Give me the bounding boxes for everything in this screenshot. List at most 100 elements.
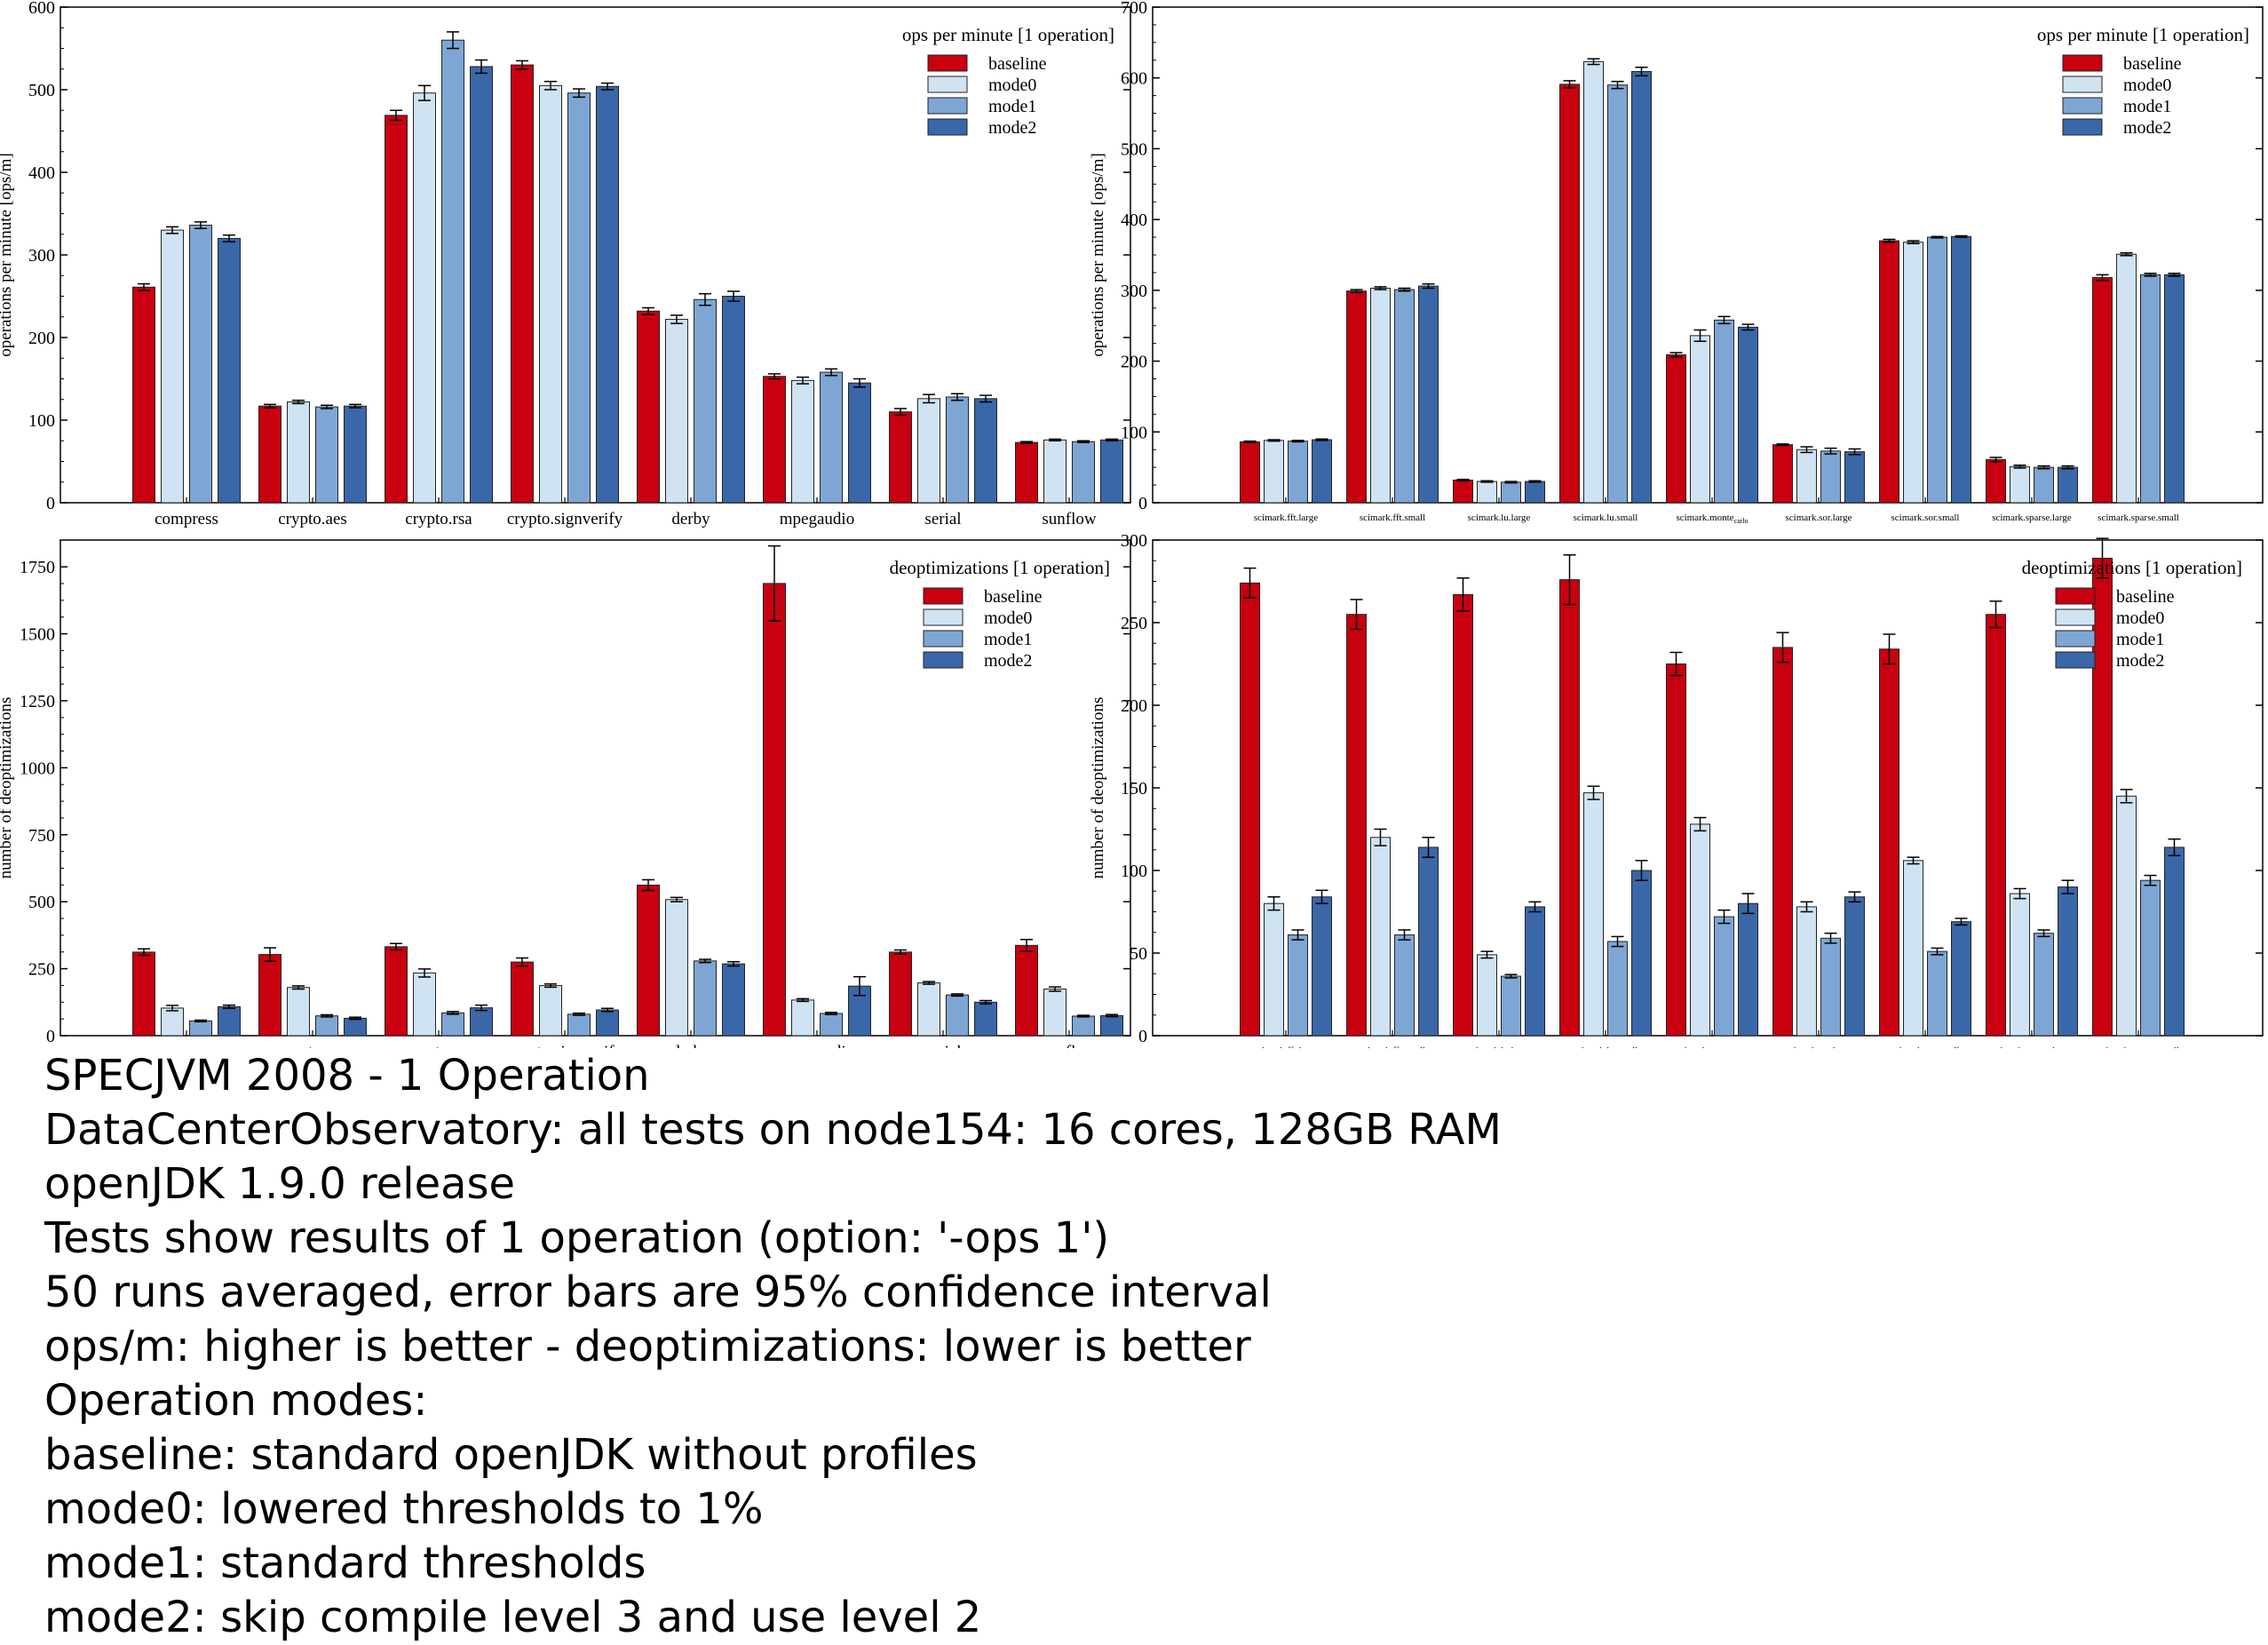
bar-mode2-compress <box>218 1005 241 1037</box>
bar-mode2-crypto.aes <box>344 405 367 504</box>
x-tick-label: scimark.sor.small <box>1891 1045 1960 1048</box>
x-tick-label: scimark.lu.small <box>1574 1045 1638 1048</box>
bar-mode2-derby <box>722 296 745 504</box>
x-tick-label: serial <box>924 1043 961 1048</box>
bar-baseline-sunflow <box>1015 441 1038 504</box>
bar-mode2-sunflow <box>1100 439 1123 504</box>
bar-mode0-scimark.lu.large <box>1477 481 1497 504</box>
y-tick-label: 250 <box>28 960 55 980</box>
x-tick-label: crypto.signverify <box>507 510 623 528</box>
bar-mode1-scimark.sor.small <box>1927 236 1947 504</box>
bar-mode0-scimark.sparse.small <box>2116 795 2137 1037</box>
bar-baseline-scimark.fft.large <box>1240 441 1260 504</box>
y-tick-label: 150 <box>1121 779 1147 799</box>
bar-mode0-mpegaudio <box>791 379 814 504</box>
bar-mode0-scimark.monte <box>1690 823 1710 1037</box>
legend-swatch-mode2 <box>2062 118 2103 136</box>
y-tick-label: 500 <box>1121 139 1147 159</box>
bar-mode1-crypto.signverify <box>567 1013 591 1037</box>
bar-mode0-scimark.sparse.small <box>2116 253 2137 504</box>
bar-mode2-serial <box>974 398 997 504</box>
bar-mode0-scimark.fft.large <box>1264 902 1284 1037</box>
note-runs: 50 runs averaged, error bars are 95% con… <box>44 1268 1272 1317</box>
note-test-option: Tests show results of 1 operation (optio… <box>44 1213 1110 1263</box>
bar-mode1-serial <box>946 994 969 1037</box>
y-tick-label: 400 <box>1121 211 1147 230</box>
legend-swatch-mode1 <box>2055 630 2096 648</box>
y-tick-label: 400 <box>28 163 55 183</box>
x-tick-label: derby <box>671 1043 710 1048</box>
bar-mode1-scimark.sor.small <box>1927 950 1947 1037</box>
x-tick-label: crypto.rsa <box>405 510 472 528</box>
y-tick-label: 300 <box>1121 531 1147 551</box>
legend-label-baseline: baseline <box>2116 587 2175 607</box>
x-tick-label: scimark.sor.small <box>1891 513 1960 523</box>
bar-baseline-derby <box>637 884 660 1037</box>
bar-baseline-scimark.sor.large <box>1772 444 1793 504</box>
bar-mode1-scimark.lu.large <box>1501 975 1521 1037</box>
bar-mode0-scimark.sor.small <box>1903 860 1923 1037</box>
bar-mode0-mpegaudio <box>791 999 814 1037</box>
bar-baseline-scimark.fft.small <box>1346 290 1367 504</box>
bar-mode2-crypto.signverify <box>596 85 619 504</box>
bar-mode0-sunflow <box>1043 439 1067 504</box>
bar-mode0-scimark.monte <box>1690 335 1710 504</box>
bar-mode2-crypto.signverify <box>596 1009 619 1037</box>
x-tick-label: serial <box>924 510 961 528</box>
bar-mode0-compress <box>161 229 184 504</box>
bar-mode2-scimark.lu.large <box>1525 906 1545 1037</box>
y-tick-label: 250 <box>1121 614 1147 633</box>
legend-label-mode1: mode1 <box>984 630 1032 649</box>
x-tick-label: crypto.aes <box>278 510 347 528</box>
bar-mode0-crypto.aes <box>287 401 310 504</box>
y-tick-label: 100 <box>28 411 55 431</box>
y-tick-label: 1500 <box>20 625 55 645</box>
bar-mode2-scimark.lu.small <box>1631 71 1652 504</box>
y-tick-label: 300 <box>1121 282 1147 301</box>
bar-baseline-crypto.rsa <box>385 115 408 504</box>
legend-label-mode0: mode0 <box>2116 608 2164 628</box>
bar-mode0-crypto.signverify <box>539 84 562 504</box>
note-environment: DataCenterObservatory: all tests on node… <box>44 1105 1502 1155</box>
legend-label-mode1: mode1 <box>2116 630 2164 649</box>
x-tick-label: sunflow <box>1042 1043 1097 1048</box>
bar-baseline-crypto.signverify <box>511 961 534 1037</box>
bar-baseline-mpegaudio <box>763 376 786 504</box>
bar-mode0-crypto.rsa <box>413 972 436 1037</box>
bar-mode1-serial <box>946 396 969 504</box>
legend-label-mode2: mode2 <box>2123 118 2171 138</box>
x-tick-label: scimark.sor.large <box>1786 1045 1852 1048</box>
bar-mode1-scimark.fft.large <box>1288 441 1308 504</box>
chart-panel-2: 0 100 200 300 400 500 600 700 operations per min… <box>1089 0 2264 525</box>
bar-baseline-crypto.signverify <box>511 64 534 504</box>
bar-baseline-compress <box>132 951 155 1037</box>
y-tick-label: 300 <box>28 246 55 266</box>
bar-mode1-sunflow <box>1072 441 1095 504</box>
x-tick-label: scimark.sor.large <box>1786 513 1852 523</box>
y-tick-label: 0 <box>46 1027 55 1046</box>
bar-mode1-mpegaudio <box>820 1013 843 1037</box>
note-interpretation: ops/m: higher is better - deoptimization… <box>44 1322 1251 1371</box>
plot-frame <box>59 539 1131 1037</box>
bar-mode1-scimark.sparse.large <box>2034 933 2054 1037</box>
bar-mode0-scimark.sor.large <box>1796 449 1817 504</box>
bar-mode0-scimark.fft.small <box>1370 837 1391 1037</box>
bar-mode0-crypto.signverify <box>539 985 562 1037</box>
bar-mode1-crypto.signverify <box>567 92 591 504</box>
x-tick-label: crypto.aes <box>278 1043 347 1048</box>
x-tick-label: scimark.sparse.small <box>2098 1045 2179 1048</box>
bar-baseline-scimark.monte <box>1666 664 1686 1037</box>
bar-mode0-scimark.sparse.large <box>2010 893 2030 1037</box>
legend-label-mode2: mode2 <box>988 118 1036 138</box>
x-tick-label: mpegaudio <box>780 1043 854 1048</box>
bar-mode2-crypto.aes <box>344 1017 367 1037</box>
y-tick-label: 750 <box>28 826 55 846</box>
bar-mode0-scimark.fft.large <box>1264 440 1284 504</box>
y-tick-label: 0 <box>1138 1027 1147 1046</box>
bar-baseline-scimark.sparse.small <box>2092 557 2113 1037</box>
note-mode-baseline: baseline: standard openJDK without profi… <box>44 1430 978 1480</box>
legend-swatch-mode2 <box>2055 651 2096 669</box>
bar-baseline-scimark.fft.large <box>1240 582 1260 1037</box>
bar-mode1-crypto.aes <box>315 406 338 504</box>
